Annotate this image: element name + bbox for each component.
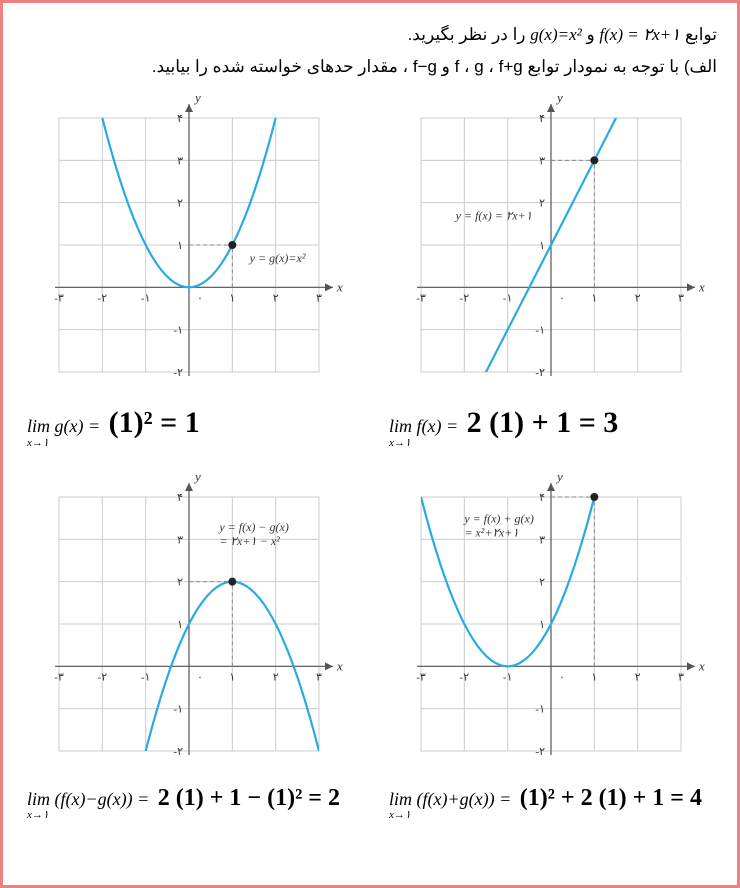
cell-fminusg: -۳ -۲ -۱ ۰ ۱ ۲ ۳ -۲ -۱ ۱ ۲ ۳ ۴ x y y = f(x) − g(x)= ۲x+… [23,469,355,828]
svg-text:۰: ۰ [559,292,565,304]
svg-text:۳: ۳ [177,155,183,167]
chart-fminusg: -۳ -۲ -۱ ۰ ۱ ۲ ۳ -۲ -۱ ۱ ۲ ۳ ۴ x y y = f(x) − g(x)= ۲x+… [29,469,349,779]
svg-text:۱: ۱ [591,292,597,304]
svg-text:۲: ۲ [635,671,641,683]
limit-f: lim f(x) = 2 (1) + 1 = 3 x→۱ [385,406,717,449]
svg-text:-۱: -۱ [535,703,545,715]
svg-text:-۳: -۳ [416,671,426,683]
svg-text:-۲: -۲ [173,746,183,758]
svg-text:۳: ۳ [678,292,684,304]
svg-text:۱: ۱ [539,619,545,631]
svg-text:۲: ۲ [539,576,545,588]
svg-text:-۲: -۲ [535,746,545,758]
svg-text:x: x [336,658,343,673]
limit-fminusg: lim (f(x)−g(x)) = 2 (1) + 1 − (1)² = 2 x… [23,785,355,821]
svg-text:-۱: -۱ [535,324,545,336]
limit-lhs: lim (f(x)−g(x)) = [27,789,149,809]
limit-fplusg: lim (f(x)+g(x)) = (1)² + 2 (1) + 1 = 4 x… [385,785,717,821]
svg-text:y = f(x) + g(x): y = f(x) + g(x) [463,511,534,525]
svg-text:-۳: -۳ [54,292,64,304]
svg-text:۲: ۲ [273,292,279,304]
limit-lhs: lim (f(x)+g(x)) = [389,789,511,809]
svg-text:x: x [698,279,705,294]
svg-text:-۲: -۲ [460,671,470,683]
svg-text:۲: ۲ [635,292,641,304]
problem-line-1: توابع f(x) = ۲x+۱ و g(x)=x² را در نظر بگ… [23,19,717,51]
svg-text:= x²+۲x+۱: = x²+۲x+۱ [464,525,518,539]
svg-text:-۱: -۱ [141,671,151,683]
svg-text:-۲: -۲ [460,292,470,304]
limit-rhs: (1)² = 1 [109,406,200,439]
svg-text:۱: ۱ [591,671,597,683]
svg-text:۲: ۲ [177,576,183,588]
cell-f: -۳ -۲ -۱ ۰ ۱ ۲ ۳ -۲ -۱ ۱ ۲ ۳ ۴ x y y = f(x) = ۲x+۱ lim … [385,90,717,449]
svg-text:۴: ۴ [177,492,183,504]
svg-text:-۱: -۱ [503,671,513,683]
math-g: g(x)=x² [530,25,581,44]
limit-lhs: lim f(x) = [389,416,458,436]
svg-text:-۲: -۲ [98,671,108,683]
svg-text:۲: ۲ [539,197,545,209]
svg-text:۴: ۴ [539,492,545,504]
svg-text:۳: ۳ [678,671,684,683]
svg-text:-۳: -۳ [54,671,64,683]
svg-text:x: x [336,279,343,294]
text-fragment: توابع [680,25,717,44]
svg-text:-۲: -۲ [173,367,183,379]
svg-text:۳: ۳ [177,534,183,546]
svg-text:۲: ۲ [273,671,279,683]
page-frame: توابع f(x) = ۲x+۱ و g(x)=x² را در نظر بگ… [0,0,740,888]
svg-text:y: y [555,469,563,484]
cell-fplusg: -۳ -۲ -۱ ۰ ۱ ۲ ۳ -۲ -۱ ۱ ۲ ۳ ۴ x y y = f(x) + g(x)= x²+… [385,469,717,828]
svg-text:y = g(x)=x²: y = g(x)=x² [249,251,306,265]
svg-text:۱: ۱ [229,292,235,304]
svg-text:۳: ۳ [316,292,322,304]
math-f: f(x) = ۲x+۱ [599,25,680,44]
svg-text:-۱: -۱ [173,703,183,715]
svg-text:-۲: -۲ [98,292,108,304]
limit-rhs: (1)² + 2 (1) + 1 = 4 [520,785,702,811]
svg-text:y = f(x) = ۲x+۱: y = f(x) = ۲x+۱ [455,208,532,222]
svg-text:-۱: -۱ [173,324,183,336]
problem-statement: توابع f(x) = ۲x+۱ و g(x)=x² را در نظر بگ… [23,19,717,84]
svg-text:۰: ۰ [197,671,203,683]
limit-rhs: 2 (1) + 1 − (1)² = 2 [158,785,340,811]
limit-g: lim g(x) = (1)² = 1 x→۱ [23,406,355,449]
svg-text:۴: ۴ [539,113,545,125]
svg-text:۱: ۱ [539,240,545,252]
limit-rhs: 2 (1) + 1 = 3 [467,406,619,439]
svg-text:۴: ۴ [177,113,183,125]
limit-lhs: lim g(x) = [27,416,100,436]
svg-text:y = f(x) − g(x): y = f(x) − g(x) [218,519,288,533]
svg-text:-۱: -۱ [503,292,513,304]
svg-text:-۱: -۱ [141,292,151,304]
svg-text:۲: ۲ [177,197,183,209]
svg-text:y: y [193,469,201,484]
svg-text:-۳: -۳ [416,292,426,304]
chart-f: -۳ -۲ -۱ ۰ ۱ ۲ ۳ -۲ -۱ ۱ ۲ ۳ ۴ x y y = f(x) = ۲x+۱ [391,90,711,400]
svg-text:۱: ۱ [177,240,183,252]
charts-grid: -۳ -۲ -۱ ۰ ۱ ۲ ۳ -۲ -۱ ۱ ۲ ۳ ۴ x y y = g(x)=x² lim g(x)… [23,90,717,828]
svg-text:۳: ۳ [539,534,545,546]
problem-line-2: الف) با توجه به نمودار توابع f ، g ، f+g… [23,51,717,83]
text-fragment: و [582,25,595,44]
svg-text:۱: ۱ [229,671,235,683]
svg-text:y: y [193,90,201,105]
cell-g: -۳ -۲ -۱ ۰ ۱ ۲ ۳ -۲ -۱ ۱ ۲ ۳ ۴ x y y = g(x)=x² lim g(x)… [23,90,355,449]
svg-text:x: x [698,658,705,673]
svg-text:۳: ۳ [539,155,545,167]
svg-text:۰: ۰ [197,292,203,304]
svg-text:۱: ۱ [177,619,183,631]
chart-g: -۳ -۲ -۱ ۰ ۱ ۲ ۳ -۲ -۱ ۱ ۲ ۳ ۴ x y y = g(x)=x² [29,90,349,400]
svg-text:-۲: -۲ [535,367,545,379]
chart-fplusg: -۳ -۲ -۱ ۰ ۱ ۲ ۳ -۲ -۱ ۱ ۲ ۳ ۴ x y y = f(x) + g(x)= x²+… [391,469,711,779]
svg-text:۰: ۰ [559,671,565,683]
text-fragment: را در نظر بگیرید. [408,25,526,44]
svg-text:۳: ۳ [316,671,322,683]
svg-text:y: y [555,90,563,105]
svg-text:= ۲x+۱ − x²: = ۲x+۱ − x² [219,533,280,547]
